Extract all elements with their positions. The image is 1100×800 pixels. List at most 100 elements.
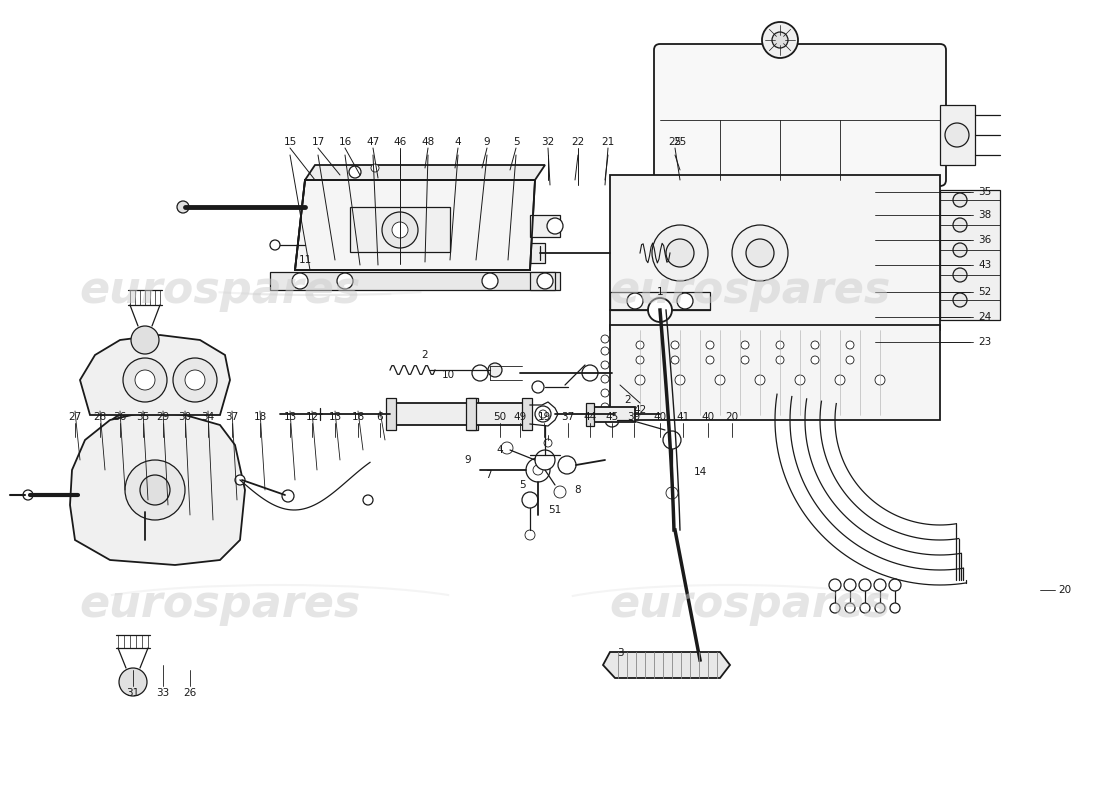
- Circle shape: [890, 603, 900, 613]
- Circle shape: [601, 403, 609, 411]
- Polygon shape: [295, 180, 535, 270]
- Polygon shape: [70, 412, 245, 565]
- Circle shape: [525, 530, 535, 540]
- Text: 33: 33: [156, 688, 169, 698]
- Circle shape: [537, 273, 553, 289]
- Text: 47: 47: [366, 137, 379, 147]
- Text: 13: 13: [329, 412, 342, 422]
- Circle shape: [846, 356, 854, 364]
- Text: 8: 8: [574, 485, 581, 495]
- Text: 50: 50: [494, 412, 507, 422]
- Bar: [390, 403, 470, 425]
- Bar: [270, 272, 560, 290]
- Circle shape: [666, 487, 678, 499]
- Text: 27: 27: [68, 412, 81, 422]
- Text: 23: 23: [978, 337, 991, 347]
- Circle shape: [349, 166, 361, 178]
- Circle shape: [746, 239, 774, 267]
- Text: 31: 31: [126, 688, 140, 698]
- Circle shape: [676, 293, 693, 309]
- Circle shape: [741, 341, 749, 349]
- Text: 9: 9: [464, 455, 471, 465]
- Circle shape: [547, 218, 563, 234]
- Circle shape: [874, 603, 886, 613]
- Circle shape: [636, 356, 644, 364]
- Circle shape: [889, 579, 901, 591]
- Text: 1: 1: [657, 287, 663, 297]
- Circle shape: [534, 465, 543, 475]
- Circle shape: [648, 298, 672, 322]
- Bar: [610, 175, 940, 330]
- Circle shape: [526, 458, 550, 482]
- Bar: [530, 243, 544, 263]
- Text: 29: 29: [156, 412, 169, 422]
- Bar: [350, 207, 450, 252]
- Text: 44: 44: [583, 412, 596, 422]
- Circle shape: [270, 240, 280, 250]
- Text: eurospares: eurospares: [609, 269, 891, 311]
- Circle shape: [874, 375, 886, 385]
- Circle shape: [666, 239, 694, 267]
- Bar: [386, 398, 396, 430]
- Text: 2: 2: [625, 395, 631, 405]
- Circle shape: [605, 413, 619, 427]
- Circle shape: [776, 356, 784, 364]
- Circle shape: [706, 356, 714, 364]
- Text: 18: 18: [351, 412, 364, 422]
- Bar: [586, 403, 594, 426]
- Circle shape: [482, 273, 498, 289]
- Circle shape: [23, 490, 33, 500]
- Circle shape: [732, 225, 788, 281]
- Circle shape: [472, 365, 488, 381]
- Circle shape: [811, 341, 819, 349]
- Circle shape: [601, 335, 609, 343]
- Circle shape: [282, 490, 294, 502]
- Text: 35: 35: [978, 187, 991, 197]
- Text: 9: 9: [484, 137, 491, 147]
- Circle shape: [776, 341, 784, 349]
- Text: eurospares: eurospares: [609, 583, 891, 626]
- Text: 12: 12: [306, 412, 319, 422]
- Circle shape: [945, 123, 969, 147]
- Circle shape: [135, 370, 155, 390]
- Text: 24: 24: [978, 312, 991, 322]
- Text: 4: 4: [497, 445, 504, 455]
- Circle shape: [601, 375, 609, 383]
- Text: 45: 45: [605, 412, 618, 422]
- Text: 37: 37: [561, 412, 574, 422]
- Text: eurospares: eurospares: [79, 583, 361, 626]
- Text: 18: 18: [253, 412, 266, 422]
- Text: 14: 14: [693, 467, 706, 477]
- Circle shape: [500, 442, 513, 454]
- Polygon shape: [603, 652, 730, 678]
- Circle shape: [522, 492, 538, 508]
- Circle shape: [382, 212, 418, 248]
- Bar: [610, 292, 710, 310]
- Circle shape: [859, 579, 871, 591]
- Bar: [940, 105, 975, 165]
- Text: 7: 7: [485, 470, 492, 480]
- Text: 20: 20: [1058, 585, 1071, 595]
- Text: 5: 5: [513, 137, 519, 147]
- Text: 17: 17: [311, 137, 324, 147]
- Circle shape: [627, 293, 644, 309]
- Circle shape: [392, 222, 408, 238]
- Circle shape: [140, 475, 170, 505]
- Polygon shape: [80, 335, 230, 415]
- Text: 39: 39: [627, 412, 640, 422]
- Circle shape: [635, 375, 645, 385]
- Circle shape: [671, 356, 679, 364]
- Circle shape: [715, 375, 725, 385]
- Text: 25: 25: [669, 137, 682, 147]
- Circle shape: [675, 375, 685, 385]
- Text: 43: 43: [978, 260, 991, 270]
- Circle shape: [535, 450, 556, 470]
- Circle shape: [860, 603, 870, 613]
- Circle shape: [532, 381, 544, 393]
- Text: 25: 25: [673, 137, 686, 147]
- FancyBboxPatch shape: [654, 44, 946, 186]
- Text: 37: 37: [226, 412, 239, 422]
- Circle shape: [706, 341, 714, 349]
- Text: 26: 26: [184, 688, 197, 698]
- Circle shape: [835, 375, 845, 385]
